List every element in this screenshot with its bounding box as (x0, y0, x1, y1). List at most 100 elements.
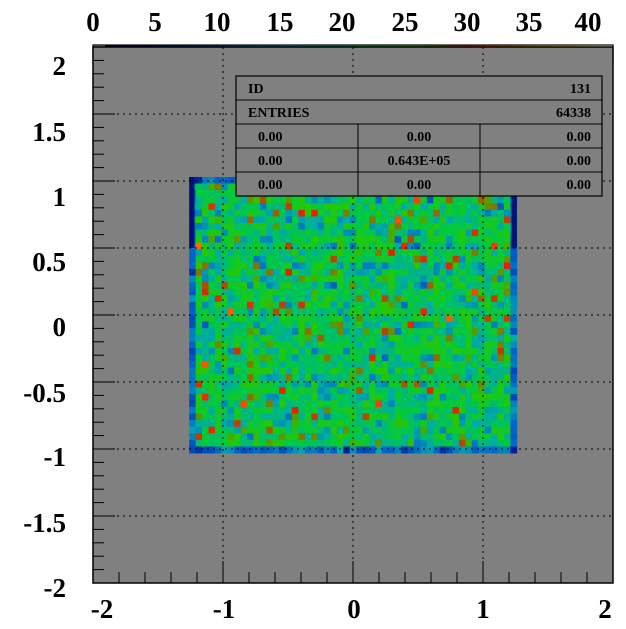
heatmap-cell (375, 433, 383, 441)
heatmap-cell (503, 295, 511, 303)
heatmap-cell (369, 433, 376, 441)
heatmap-cell (394, 222, 402, 230)
heatmap-cell (433, 367, 441, 375)
heatmap-cell (388, 439, 396, 447)
heatmap-cell (189, 301, 197, 309)
heatmap-cell (304, 242, 312, 250)
heatmap-cell (247, 347, 254, 355)
heatmap-cell (510, 433, 518, 441)
heatmap-cell (195, 341, 203, 349)
heatmap-cell (362, 315, 370, 322)
heatmap-cell (343, 255, 351, 263)
heatmap-cell (259, 439, 267, 447)
heatmap-cell (304, 222, 312, 230)
heatmap-cell (478, 249, 486, 257)
heatmap-cell (291, 242, 299, 250)
heatmap-cell (446, 407, 453, 414)
heatmap-cell (336, 262, 344, 270)
heatmap-cell (484, 420, 492, 428)
heatmap-cell (503, 229, 511, 237)
heatmap-cell (291, 374, 299, 382)
heatmap-cell (484, 341, 492, 349)
heatmap-cell (214, 190, 222, 198)
heatmap-cell (324, 315, 331, 322)
heatmap-cell (324, 216, 331, 224)
heatmap-cell (240, 282, 248, 290)
heatmap-cell (330, 393, 338, 401)
heatmap-cell (324, 341, 331, 349)
heatmap-cell (221, 413, 229, 421)
heatmap-cell (503, 236, 511, 244)
heatmap-cell (279, 328, 286, 336)
heatmap-cell (234, 334, 241, 342)
heatmap-cell (388, 282, 396, 290)
heatmap-cell (356, 380, 364, 388)
heatmap-cell (426, 446, 434, 454)
heatmap-cell (317, 420, 325, 428)
heatmap-cell (452, 413, 460, 421)
heatmap-cell (253, 433, 261, 441)
heatmap-cell (253, 288, 261, 296)
heatmap-cell (259, 361, 267, 368)
heatmap-cell (298, 301, 306, 309)
heatmap-cell (452, 222, 460, 230)
heatmap-cell (189, 315, 197, 322)
heatmap-cell (221, 282, 229, 290)
heatmap-cell (446, 321, 453, 329)
heatmap-cell (298, 347, 306, 355)
heatmap-cell (458, 249, 466, 257)
heatmap-cell (491, 242, 498, 250)
heatmap-cell (439, 367, 447, 375)
heatmap-cell (240, 413, 248, 421)
heatmap-cell (401, 367, 408, 375)
heatmap-cell (221, 301, 229, 309)
heatmap-cell (503, 361, 511, 368)
heatmap-cell (458, 328, 466, 336)
heatmap-cell (439, 282, 447, 290)
heatmap-cell (414, 413, 421, 421)
heatmap-cell (266, 446, 274, 454)
heatmap-cell (291, 446, 299, 454)
heatmap-cell (202, 236, 209, 244)
heatmap-cell (336, 407, 344, 414)
heatmap-cell (272, 236, 280, 244)
heatmap-cell (285, 229, 293, 237)
heatmap-cell (349, 354, 357, 362)
heatmap-cell (272, 315, 280, 322)
heatmap-cell (426, 387, 434, 395)
heatmap-cell (227, 176, 235, 184)
heatmap-cell (388, 400, 396, 408)
heatmap-cell (452, 315, 460, 322)
heatmap-cell (356, 420, 364, 428)
heatmap-cell (304, 321, 312, 329)
heatmap-cell (279, 341, 286, 349)
heatmap-cell (304, 255, 312, 263)
heatmap-cell (330, 347, 338, 355)
heatmap-cell (324, 275, 331, 283)
heatmap-cell (491, 380, 498, 388)
heatmap-cell (259, 308, 267, 316)
heatmap-cell (433, 209, 441, 217)
heatmap-cell (336, 249, 344, 257)
heatmap-cell (330, 413, 338, 421)
heatmap-cell (336, 387, 344, 395)
heatmap-cell (272, 367, 280, 375)
heatmap-cell (439, 374, 447, 382)
heatmap-cell (439, 249, 447, 257)
heatmap-cell (362, 288, 370, 296)
heatmap-cell (227, 268, 235, 276)
heatmap-cell (336, 196, 344, 204)
heatmap-cell (446, 222, 453, 230)
heatmap-cell (272, 216, 280, 224)
heatmap-cell (343, 367, 351, 375)
y-tick-label: -2 (44, 573, 67, 603)
heatmap-cell (420, 374, 428, 382)
heatmap-cell (330, 262, 338, 270)
heatmap-cell (356, 387, 364, 395)
heatmap-cell (401, 433, 408, 441)
heatmap-cell (291, 407, 299, 414)
heatmap-cell (484, 301, 492, 309)
heatmap-cell (208, 295, 216, 303)
heatmap-cell (285, 288, 293, 296)
heatmap-cell (343, 393, 351, 401)
